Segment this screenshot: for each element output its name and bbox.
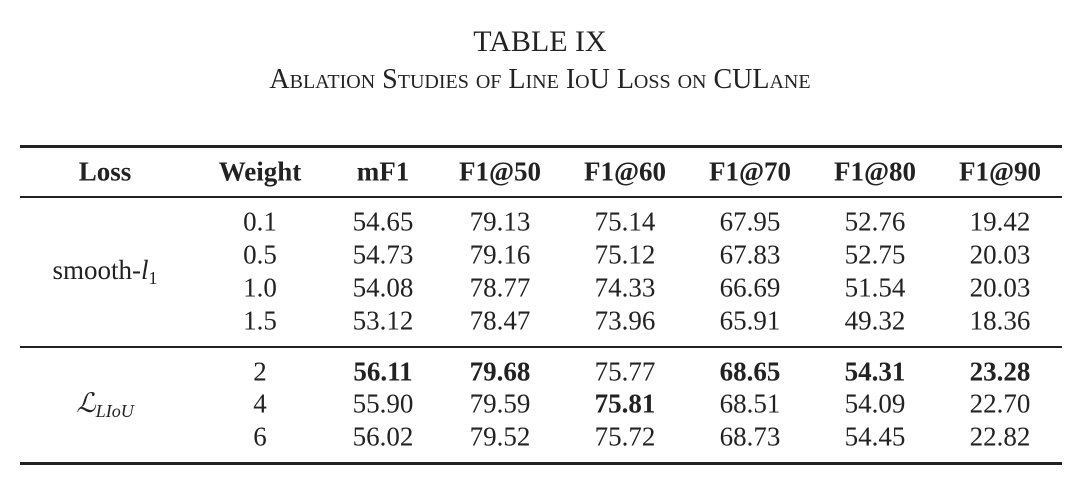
column-header: F1@60 — [583, 156, 667, 187]
table-cell: 22.82 — [969, 421, 1031, 452]
table-cell: 75.12 — [594, 239, 656, 270]
table-cell: 68.73 — [719, 421, 781, 452]
table-cell: 68.51 — [719, 388, 781, 419]
table-cell: 65.91 — [719, 305, 781, 336]
group-rule — [20, 346, 1062, 348]
table-cell: 0.5 — [243, 239, 277, 270]
header-rule — [20, 196, 1062, 198]
column-header: Loss — [78, 156, 132, 187]
table-cell: 18.36 — [969, 305, 1031, 336]
table-cell: 75.77 — [594, 356, 656, 387]
table-cell: 54.09 — [844, 388, 906, 419]
table-cell: 4 — [253, 388, 267, 419]
table-cell: 54.08 — [352, 272, 414, 303]
column-header: mF1 — [356, 156, 410, 187]
column-header: F1@80 — [833, 156, 917, 187]
table-subtitle: Ablation Studies of Line IoU Loss on CUL… — [269, 64, 811, 95]
table-cell: 67.95 — [719, 206, 781, 237]
loss-text: smooth- — [52, 254, 141, 285]
table-cell: 67.83 — [719, 239, 781, 270]
table-cell: 79.52 — [469, 421, 531, 452]
table-cell: 23.28 — [969, 356, 1031, 387]
loss-symbol: l — [141, 254, 149, 285]
table-cell: 20.03 — [969, 272, 1031, 303]
loss-subscript: 1 — [148, 267, 158, 288]
table-cell: 54.45 — [844, 421, 906, 452]
table-cell: 75.72 — [594, 421, 656, 452]
table-title: TABLE IX — [473, 25, 607, 58]
table-cell: 54.31 — [844, 356, 906, 387]
table-cell: 78.77 — [469, 272, 531, 303]
loss-symbol: ℒ — [76, 387, 96, 418]
table-cell: 73.96 — [594, 305, 656, 336]
table-cell: 56.02 — [352, 421, 414, 452]
loss-subscript: LIoU — [95, 400, 134, 421]
table-cell: 6 — [253, 421, 267, 452]
table-cell: 51.54 — [844, 272, 906, 303]
table-cell: 79.13 — [469, 206, 531, 237]
table-cell: 75.14 — [594, 206, 656, 237]
table-cell: 74.33 — [594, 272, 656, 303]
table-cell: 20.03 — [969, 239, 1031, 270]
table-cell: 22.70 — [969, 388, 1031, 419]
loss-label: smooth-l1 — [52, 255, 157, 289]
table-cell: 55.90 — [352, 388, 414, 419]
table-cell: 75.81 — [594, 388, 656, 419]
column-header: F1@70 — [708, 156, 792, 187]
table-cell: 52.76 — [844, 206, 906, 237]
table-cell: 53.12 — [352, 305, 414, 336]
table-cell: 19.42 — [969, 206, 1031, 237]
table-cell: 2 — [253, 356, 267, 387]
bottom-rule — [20, 462, 1062, 465]
table-cell: 54.73 — [352, 239, 414, 270]
column-header: F1@90 — [958, 156, 1042, 187]
table-cell: 52.75 — [844, 239, 906, 270]
table-cell: 78.47 — [469, 305, 531, 336]
table-cell: 79.16 — [469, 239, 531, 270]
table-cell: 1.0 — [243, 272, 277, 303]
table-cell: 79.68 — [469, 356, 531, 387]
table-cell: 79.59 — [469, 388, 531, 419]
table-cell: 66.69 — [719, 272, 781, 303]
table-cell: 0.1 — [243, 206, 277, 237]
column-header: Weight — [218, 156, 302, 187]
table-cell: 49.32 — [844, 305, 906, 336]
column-header: F1@50 — [458, 156, 542, 187]
table-cell: 54.65 — [352, 206, 414, 237]
table-cell: 56.11 — [353, 356, 413, 387]
table-cell: 68.65 — [719, 356, 781, 387]
top-rule — [20, 145, 1062, 148]
table-cell: 1.5 — [243, 305, 277, 336]
loss-label: ℒLIoU — [76, 388, 133, 422]
